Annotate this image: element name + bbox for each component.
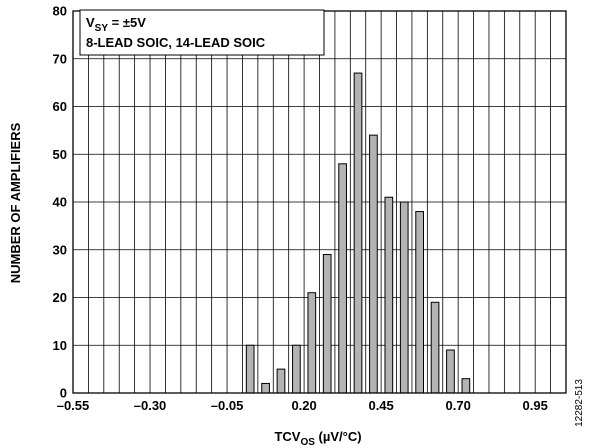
histogram-bar <box>446 349 455 394</box>
histogram-bar <box>261 382 270 394</box>
histogram-bar <box>276 368 286 394</box>
y-tick-label: 60 <box>53 99 67 114</box>
x-axis-label: TCVOS (µV/°C) <box>274 429 361 448</box>
histogram-bar <box>369 134 378 394</box>
histogram-bar <box>322 254 332 394</box>
histogram-bar <box>307 292 317 394</box>
histogram-bar <box>399 201 409 394</box>
y-tick-label: 0 <box>60 386 67 401</box>
annotation-line2: 8-LEAD SOIC, 14-LEAD SOIC <box>86 35 266 50</box>
y-axis-label: NUMBER OF AMPLIFIERS <box>8 122 23 283</box>
x-tick-label: –0.55 <box>57 398 90 413</box>
y-tick-label: 10 <box>53 338 67 353</box>
y-tick-label: 30 <box>53 242 67 257</box>
x-tick-label: –0.05 <box>211 398 244 413</box>
histogram-bar <box>338 163 347 394</box>
x-tick-label: 0.20 <box>291 398 316 413</box>
histogram-bar <box>384 196 394 394</box>
annotation-line1: VSY = ±5V <box>86 15 146 34</box>
figure-id: 12282-513 <box>574 379 585 427</box>
y-tick-label: 80 <box>53 4 67 19</box>
y-tick-label: 70 <box>53 51 67 66</box>
annotation-box <box>79 9 325 56</box>
x-tick-label: –0.30 <box>134 398 167 413</box>
y-tick-label: 20 <box>53 290 67 305</box>
x-tick-label: 0.70 <box>446 398 471 413</box>
histogram-bar <box>245 344 255 394</box>
grid-lines <box>73 11 566 393</box>
histogram-bar <box>292 344 301 394</box>
tick-labels: –0.55 –0.30 –0.05 0.20 0.45 0.70 0.95 0 10 20 30 40… <box>53 4 548 414</box>
y-tick-label: 50 <box>53 147 67 162</box>
y-tick-label: 40 <box>53 195 67 210</box>
histogram-bar <box>353 72 363 394</box>
histogram-bar <box>430 301 440 394</box>
x-tick-label: 0.95 <box>523 398 548 413</box>
bar-series <box>245 72 471 394</box>
histogram-bar <box>461 378 471 394</box>
x-tick-label: 0.45 <box>368 398 393 413</box>
histogram-bar <box>415 211 424 394</box>
